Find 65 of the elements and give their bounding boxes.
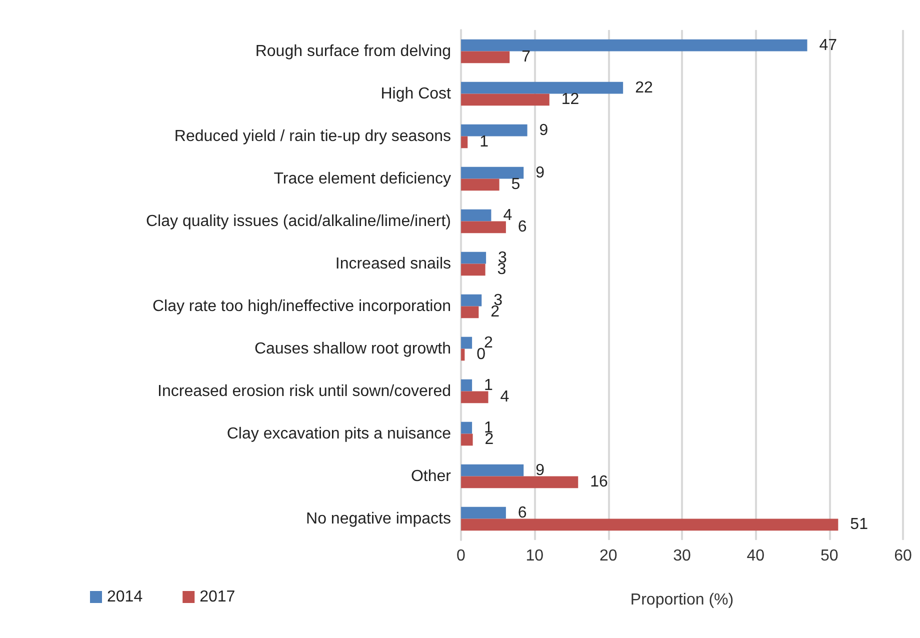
data-label: 16: [590, 474, 608, 491]
data-label: 1: [480, 134, 489, 151]
y-tick-label: High Cost: [380, 85, 452, 102]
bar: [461, 379, 472, 392]
data-label: 47: [819, 36, 838, 54]
bar: [461, 336, 472, 349]
data-label: 6: [518, 218, 527, 236]
data-label: 4: [500, 388, 510, 406]
data-label: 51: [850, 516, 868, 534]
bar: [461, 39, 808, 52]
bar: [461, 124, 528, 136]
x-tick-label: 50: [820, 548, 838, 564]
bar: [461, 422, 472, 434]
bar: [461, 506, 506, 519]
bar: [461, 252, 486, 264]
data-label: 5: [511, 176, 520, 194]
data-label: 4: [503, 206, 512, 224]
legend-label: 2014: [107, 588, 143, 606]
x-tick-label: 60: [894, 548, 912, 564]
legend-label: 2017: [200, 588, 236, 606]
data-label: 1: [484, 376, 494, 394]
bar: [461, 209, 492, 222]
y-tick-label: Trace element deficiency: [274, 170, 451, 188]
data-label: 9: [536, 164, 545, 182]
y-tick-label: Causes shallow root growth: [254, 340, 451, 358]
data-label: 22: [635, 79, 653, 96]
x-tick-label: 0: [456, 548, 466, 564]
y-tick-label: Clay rate too high/ineffective incorporation: [152, 298, 451, 315]
data-label: 2: [490, 304, 500, 321]
y-tick-label: Clay quality issues (acid/alkaline/lime/inert): [146, 212, 451, 230]
bar: [461, 221, 506, 234]
y-tick-label: Increased erosion risk until sown/covered: [158, 382, 451, 400]
bar: [461, 391, 488, 404]
y-tick-label: Rough surface from delving: [255, 42, 451, 60]
data-label: 0: [476, 346, 486, 364]
y-tick-label: No negative impacts: [306, 510, 451, 528]
bar: [461, 518, 838, 531]
x-tick-label: 10: [526, 548, 544, 564]
bar: [461, 264, 486, 276]
data-label: 9: [539, 122, 548, 139]
data-label: 9: [536, 462, 545, 479]
data-label: 12: [561, 91, 580, 108]
bar: [461, 166, 524, 179]
y-tick-label: Reduced yield / rain tie-up dry seasons: [174, 128, 451, 145]
bar: [461, 464, 524, 476]
y-tick-label: Clay excavation pits a nuisance: [226, 425, 452, 442]
x-tick-label: 30: [673, 548, 691, 564]
bar: [461, 82, 624, 94]
bar: [461, 178, 500, 191]
x-tick-label: 40: [746, 548, 765, 564]
bar: [461, 51, 510, 64]
bar: [461, 476, 578, 488]
bar: [461, 136, 468, 148]
y-tick-label: Increased snails: [335, 255, 451, 272]
bar: [461, 294, 482, 306]
x-axis-title: Proportion (%): [630, 592, 734, 608]
bar: [461, 434, 473, 446]
data-label: 7: [522, 48, 531, 66]
data-label: 2: [484, 334, 494, 352]
y-tick-label: Other: [410, 468, 452, 485]
x-tick-label: 20: [599, 548, 618, 564]
bar: [461, 348, 465, 361]
bar: [461, 306, 479, 318]
bar: [461, 94, 550, 106]
data-label: 6: [518, 504, 527, 522]
